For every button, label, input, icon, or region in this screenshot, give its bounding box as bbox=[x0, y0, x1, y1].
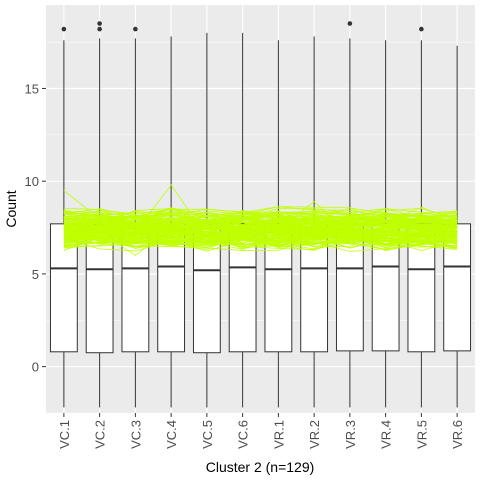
y-axis-title: Count bbox=[3, 190, 19, 227]
x-axis-title: Cluster 2 (n=129) bbox=[206, 459, 315, 475]
x-tick-label: VR.5 bbox=[414, 420, 429, 449]
outlier-point bbox=[419, 26, 424, 32]
x-tick-label: VR.6 bbox=[450, 420, 465, 449]
series-line bbox=[63, 208, 458, 222]
y-tick-label: 0 bbox=[32, 360, 39, 375]
series-line bbox=[63, 211, 458, 228]
series-line bbox=[63, 235, 458, 251]
y-axis: 0 5 10 15 bbox=[25, 81, 46, 375]
y-tick-label: 5 bbox=[32, 267, 39, 282]
x-tick-label: VC.4 bbox=[164, 420, 179, 449]
series-line bbox=[63, 210, 458, 226]
series-line bbox=[63, 229, 458, 243]
series-line bbox=[63, 233, 458, 248]
outlier-point bbox=[97, 21, 102, 26]
y-tick-label: 10 bbox=[25, 174, 39, 189]
outlier-point bbox=[133, 26, 138, 32]
series-line bbox=[63, 211, 458, 227]
series-line bbox=[63, 227, 458, 243]
x-tick-label: VR.2 bbox=[307, 420, 322, 449]
x-tick-label: VR.1 bbox=[271, 420, 286, 449]
series-line bbox=[63, 219, 458, 236]
x-tick-label: VC.3 bbox=[128, 420, 143, 449]
x-tick-label: VC.2 bbox=[93, 420, 108, 449]
series-line bbox=[63, 211, 458, 229]
x-tick-label: VC.6 bbox=[236, 420, 251, 449]
x-tick-label: VR.4 bbox=[379, 420, 394, 449]
series-line bbox=[63, 225, 458, 240]
outlier-point bbox=[97, 26, 102, 32]
x-tick-label: VR.3 bbox=[343, 420, 358, 449]
outlier-point bbox=[347, 21, 353, 26]
x-axis: VC.1 VC.2 VC.3 VC.4 VC.5 VC.6 VR.1 VR.2 VR.3 VR.4… bbox=[57, 413, 465, 449]
series-line bbox=[63, 226, 458, 242]
x-tick-label: VC.5 bbox=[200, 420, 215, 449]
series-line bbox=[63, 231, 458, 248]
line-overlay bbox=[63, 184, 458, 256]
x-tick-label: VC.1 bbox=[57, 420, 72, 449]
series-line bbox=[63, 231, 458, 249]
series-line bbox=[63, 216, 458, 228]
series-line bbox=[63, 207, 458, 224]
outlier-point bbox=[61, 26, 67, 32]
y-tick-label: 15 bbox=[25, 81, 39, 96]
